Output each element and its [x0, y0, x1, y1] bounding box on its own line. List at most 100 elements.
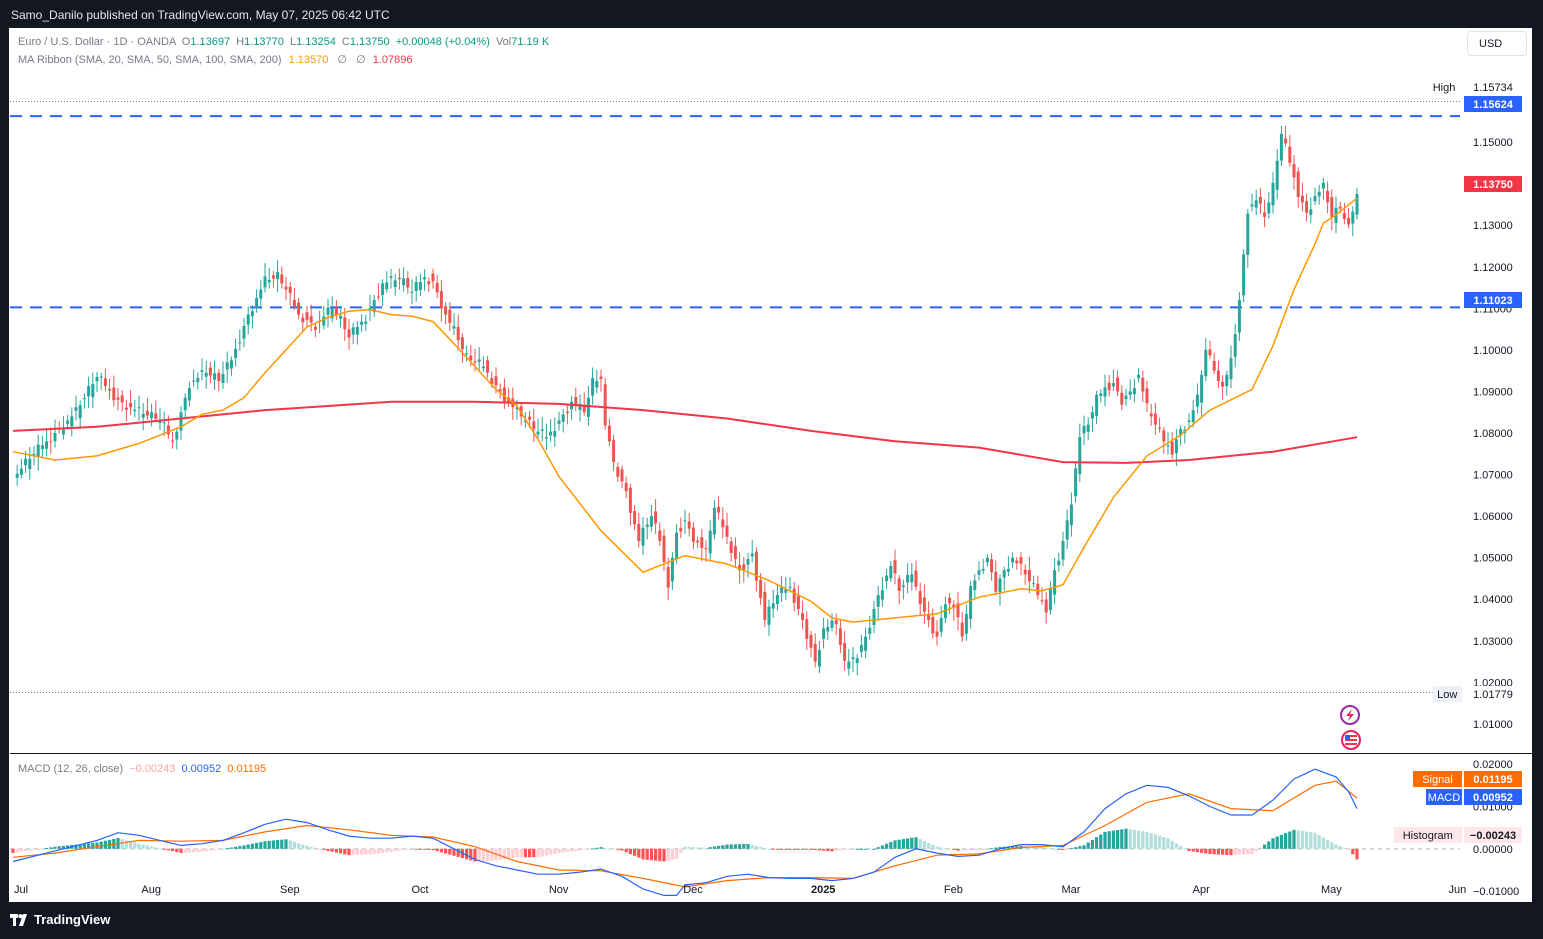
macd-histogram-bar — [855, 848, 859, 850]
candle-body — [704, 548, 708, 550]
macd-histogram-bar — [339, 848, 343, 854]
macd-histogram-bar — [397, 848, 401, 851]
candle-body — [1254, 200, 1258, 208]
candle-body — [1208, 349, 1212, 356]
horizontal-levels[interactable] — [10, 115, 1460, 309]
candle-body — [1279, 133, 1283, 161]
macd-histogram-bar — [498, 848, 502, 860]
candle-body — [1061, 541, 1065, 560]
macd-histogram-bar — [175, 848, 179, 853]
macd-histogram-bar — [1258, 847, 1262, 849]
macd-histogram-bar — [616, 848, 620, 850]
us-flag-event-icon[interactable] — [1341, 730, 1361, 750]
currency-button[interactable]: USD — [1467, 31, 1527, 56]
candle-body — [150, 412, 154, 419]
macd-histogram-bar — [481, 848, 485, 862]
candle-body — [91, 383, 95, 398]
macd-histogram-bar — [74, 844, 78, 849]
macd-histogram-bar — [141, 844, 145, 849]
macd-histogram-bar — [318, 848, 322, 850]
macd-histogram-bar — [360, 848, 364, 855]
macd-histogram-bar — [817, 848, 821, 851]
candle-body — [922, 597, 926, 612]
macd-histogram-bar — [124, 840, 128, 849]
macd-histogram-bar — [746, 843, 750, 849]
candle-body — [536, 431, 540, 435]
tradingview-logo[interactable]: TradingView — [10, 912, 110, 927]
flag-icon-canton — [1345, 735, 1350, 740]
candle-body — [334, 307, 338, 315]
macd-histogram-bar — [1044, 847, 1048, 849]
macd-histogram-bar — [729, 844, 733, 849]
support-tag-value-bg — [1464, 292, 1522, 308]
candle-body — [53, 433, 57, 442]
macd-histogram-bar — [893, 840, 897, 849]
candle-body — [309, 316, 313, 323]
macd-histogram-bar — [901, 839, 905, 849]
macd-histogram-bar — [1347, 848, 1351, 850]
candle-body — [486, 360, 490, 373]
low-label: L — [289, 36, 297, 48]
macd-histogram-bar — [834, 848, 838, 851]
candle-body — [805, 619, 809, 639]
moving-averages — [12, 197, 1358, 623]
candle-body — [221, 374, 225, 384]
candle-body — [1275, 160, 1279, 190]
candle-body — [234, 348, 238, 358]
macd-line-value: 0.00952 — [181, 763, 222, 775]
macd-histogram-bar — [250, 843, 254, 849]
candle-body — [931, 616, 935, 634]
macd-histogram-bar — [187, 848, 191, 853]
sma200-line — [12, 400, 1358, 464]
macd-histogram-bar — [78, 844, 82, 849]
close-value: 1.13750 — [349, 36, 390, 48]
macd-histogram-bar — [536, 848, 540, 858]
candle-body — [74, 407, 78, 411]
macd-histogram-bar — [964, 848, 968, 851]
candle-body — [981, 568, 985, 571]
macd-histogram-bar — [1263, 844, 1267, 849]
last-price-tag-value-bg — [1464, 176, 1522, 192]
candle-body — [1040, 600, 1044, 602]
macd-histogram-bar — [137, 843, 141, 849]
candle-body — [830, 620, 834, 628]
macd-histogram-bar — [439, 848, 443, 853]
macd-histogram-bar — [1187, 848, 1191, 851]
candle-body — [465, 353, 469, 355]
candle-body — [267, 279, 271, 283]
candle-body — [1263, 212, 1267, 217]
macd-histogram-bar — [519, 848, 523, 858]
macd-histogram-bar — [486, 848, 490, 861]
tradingview-logo-icon — [10, 913, 27, 926]
candle-body — [1355, 194, 1359, 215]
candle-body — [658, 530, 662, 542]
macd-histogram-bar — [292, 841, 296, 849]
candle-body — [1221, 381, 1225, 387]
candle-body — [1174, 439, 1178, 454]
macd-tick-label: 0.00000 — [1473, 844, 1513, 856]
candle-body — [1233, 334, 1237, 357]
macd-histogram-bar — [931, 844, 935, 849]
macd-histogram-bar — [414, 848, 418, 850]
macd-histogram-bar — [691, 847, 695, 849]
macd-histogram-bar — [649, 848, 653, 861]
macd-histogram-bar — [1221, 848, 1225, 855]
lightning-event-icon[interactable] — [1340, 705, 1360, 725]
macd-tag-value-bg — [1464, 789, 1522, 805]
candle-body — [1019, 557, 1023, 564]
candle-body — [754, 551, 758, 581]
macd-histogram-bar — [683, 846, 687, 849]
event-icons[interactable] — [1340, 705, 1361, 750]
macd-histogram-bar — [1246, 848, 1250, 855]
candle-body — [49, 441, 53, 443]
candle-body — [1258, 196, 1262, 204]
macd-histogram-bar — [103, 840, 107, 849]
macd-histogram-bar — [771, 848, 775, 850]
macd-histogram-bar — [1204, 848, 1208, 854]
candle-body — [1032, 583, 1036, 585]
candle-body — [213, 373, 217, 380]
candle-body — [24, 458, 28, 466]
macd-histogram-bar — [742, 844, 746, 849]
macd-legend: MACD (12, 26, close) −0.00243 0.00952 0.… — [18, 763, 266, 775]
